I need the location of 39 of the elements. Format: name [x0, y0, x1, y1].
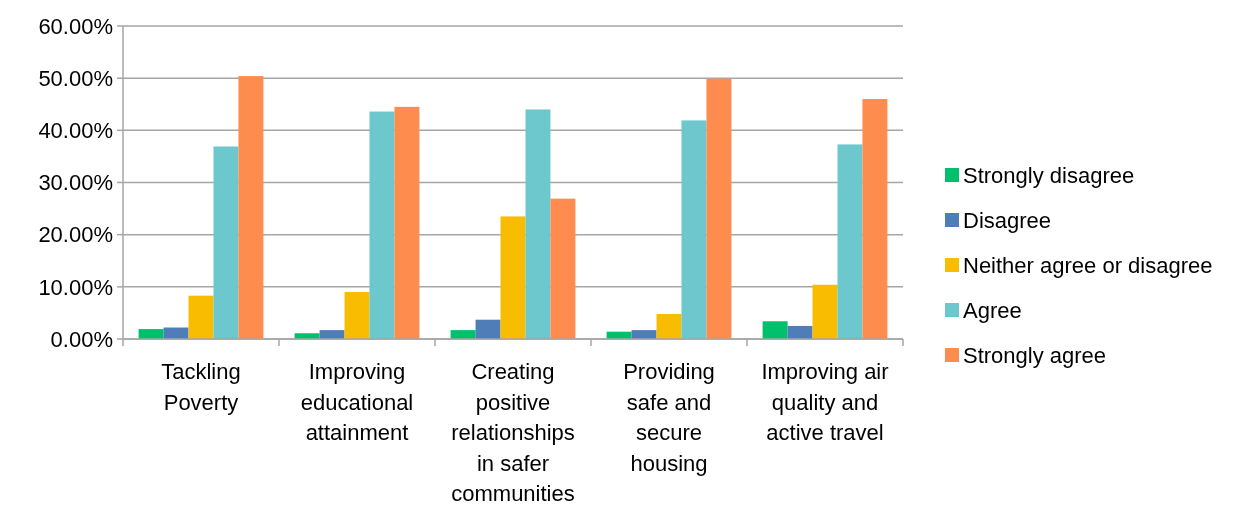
- x-tick-label: Improving air quality and active travel: [761, 359, 889, 445]
- legend-label: Agree: [963, 297, 1022, 323]
- bar: [706, 78, 732, 339]
- bar: [500, 216, 526, 339]
- y-tick-label: 10.00%: [38, 274, 113, 300]
- bar: [394, 106, 420, 339]
- bar: [631, 330, 657, 339]
- legend-label: Neither agree or disagree: [963, 252, 1213, 278]
- bar: [550, 198, 576, 339]
- bar: [862, 99, 888, 339]
- legend-label: Disagree: [963, 207, 1052, 233]
- x-tick-label: Providing safe and secure housing: [623, 359, 715, 476]
- bar: [475, 319, 501, 339]
- bar: [656, 313, 682, 339]
- bar: [787, 325, 813, 339]
- x-tick-label: Improving educational attainment: [300, 359, 414, 445]
- legend-label: Strongly agree: [963, 342, 1107, 368]
- bar: [369, 111, 395, 339]
- bar: [525, 109, 551, 339]
- bar: [762, 321, 788, 339]
- y-tick-label: 0.00%: [50, 326, 113, 352]
- bar: [238, 76, 264, 339]
- bar: [681, 120, 707, 339]
- bar: [837, 144, 863, 339]
- bar: [344, 292, 370, 339]
- x-tick-label: Creating positive relationships in safer communities: [451, 359, 575, 506]
- bar: [319, 330, 345, 339]
- y-tick-label: 60.00%: [38, 13, 113, 39]
- x-tick-label: Tackling Poverty: [161, 359, 241, 415]
- bar: [138, 329, 164, 339]
- y-tick-label: 30.00%: [38, 170, 113, 196]
- bar: [812, 284, 838, 339]
- y-tick-label: 20.00%: [38, 222, 113, 248]
- bar: [213, 146, 239, 339]
- y-tick-label: 40.00%: [38, 118, 113, 144]
- bar: [188, 295, 214, 339]
- bar: [450, 330, 476, 339]
- legend-label: Strongly disagree: [963, 162, 1135, 188]
- y-tick-label: 50.00%: [38, 65, 113, 91]
